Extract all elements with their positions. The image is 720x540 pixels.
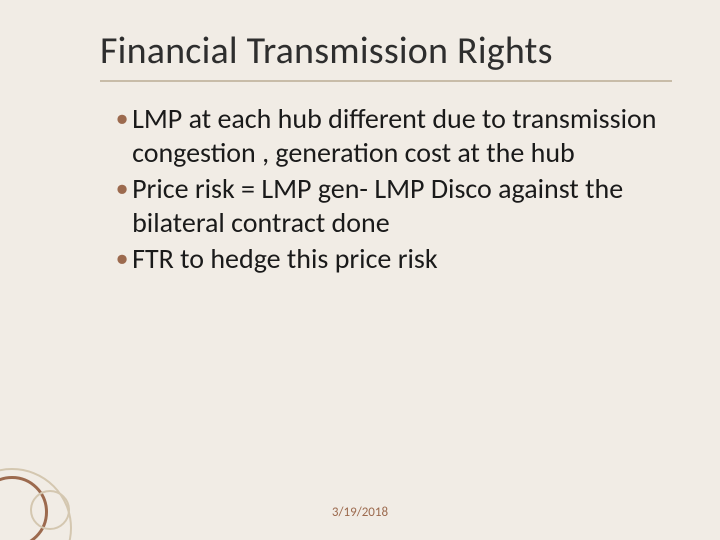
slide-container: Financial Transmission Rights ● LMP at e… (0, 0, 720, 540)
list-item: ● LMP at each hub different due to trans… (116, 102, 660, 170)
bullet-icon: ● (116, 172, 128, 206)
bullet-text: FTR to hedge this price risk (132, 242, 437, 276)
bullet-list: ● LMP at each hub different due to trans… (100, 102, 660, 276)
bullet-icon: ● (116, 102, 128, 136)
bullet-icon: ● (116, 242, 128, 276)
list-item: ● FTR to hedge this price risk (116, 242, 660, 276)
footer-date: 3/19/2018 (0, 505, 720, 520)
decorative-ring-icon (30, 490, 70, 530)
list-item: ● Price risk = LMP gen- LMP Disco agains… (116, 172, 660, 240)
slide-title: Financial Transmission Rights (100, 28, 660, 74)
bullet-text: Price risk = LMP gen- LMP Disco against … (132, 172, 660, 240)
title-underline (100, 80, 672, 82)
bullet-text: LMP at each hub different due to transmi… (132, 102, 660, 170)
